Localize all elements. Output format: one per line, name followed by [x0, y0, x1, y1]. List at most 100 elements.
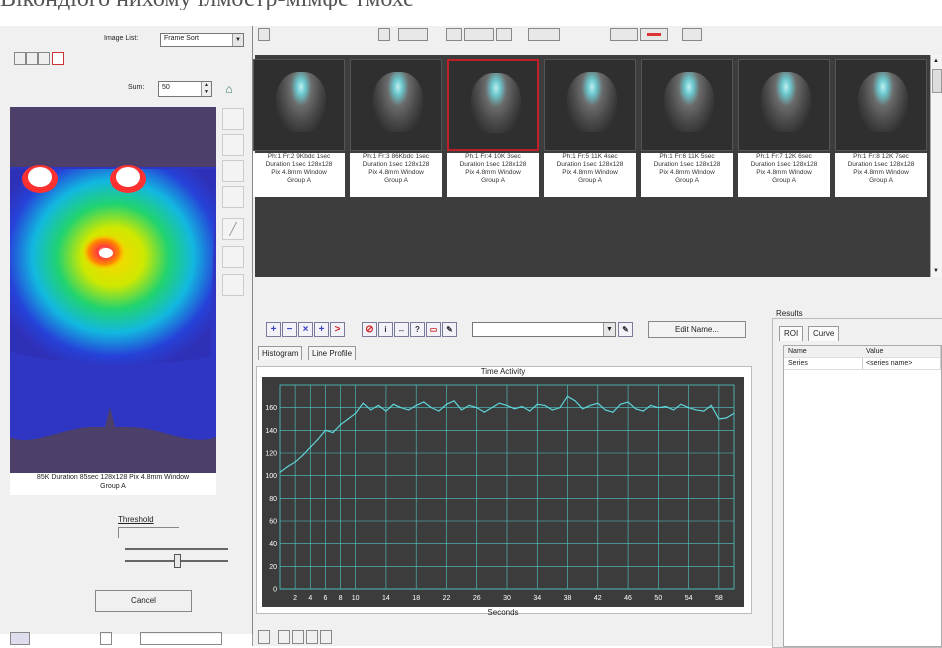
- thumbnail-strip: Ph:1 Fr:2 9Kbdc 1sec Duration 1sec 128x12…: [253, 55, 931, 277]
- x-tick-label: 42: [594, 595, 602, 602]
- tab-curve[interactable]: Curve: [808, 326, 840, 341]
- label-icon[interactable]: ✎: [442, 322, 457, 337]
- pen-icon[interactable]: ✎: [618, 322, 633, 337]
- diagonal-line-icon[interactable]: ╱: [222, 218, 244, 240]
- thumbnail-frame[interactable]: Ph:1 Fr:4 10K 3sec Duration 1sec 128x128 P…: [447, 59, 539, 197]
- y-tick-label: 20: [269, 564, 277, 571]
- data-point: [612, 411, 614, 413]
- add-roi-icon[interactable]: +: [266, 322, 281, 337]
- select-icon[interactable]: [38, 52, 50, 65]
- info-icon[interactable]: i: [378, 322, 393, 337]
- thumbnail-frame[interactable]: Ph:1 Fr:2 9Kbdc 1sec Duration 1sec 128x12…: [253, 59, 345, 197]
- tool-button-6[interactable]: [496, 28, 512, 41]
- tool-button-7[interactable]: [528, 28, 560, 41]
- data-point: [430, 407, 432, 409]
- edit-name-button[interactable]: Edit Name...: [648, 321, 746, 338]
- thumbnail-frame[interactable]: Ph:1 Fr:6 11K 5sec Duration 1sec 128x128 P…: [641, 59, 733, 197]
- chevron-down-icon[interactable]: ▼: [232, 34, 243, 46]
- polygon-roi-icon[interactable]: [222, 160, 244, 182]
- help-icon[interactable]: ?: [410, 322, 425, 337]
- data-point: [408, 409, 410, 411]
- tool-button-4[interactable]: [446, 28, 462, 41]
- histogram-icon[interactable]: [222, 274, 244, 296]
- image-list-value: Frame Sort: [164, 35, 200, 42]
- chart-title: Time Activity: [480, 367, 526, 376]
- data-point: [423, 401, 425, 403]
- ellipse-roi-icon[interactable]: [222, 134, 244, 156]
- home-icon[interactable]: ⌂: [225, 82, 233, 96]
- tool-button-8[interactable]: [610, 28, 638, 41]
- data-point: [672, 409, 675, 411]
- tab-roi[interactable]: ROI: [779, 326, 804, 341]
- bottom-tool-4[interactable]: [278, 630, 290, 644]
- spin-icon[interactable]: ▲ ▼: [201, 82, 211, 96]
- next-roi-icon[interactable]: >: [330, 322, 345, 337]
- thumbnail-caption-line: Group A: [578, 177, 602, 184]
- rect-roi-icon[interactable]: [222, 108, 244, 130]
- data-point: [498, 402, 501, 404]
- tool-button-3[interactable]: [398, 28, 428, 41]
- tool-button-1[interactable]: [258, 28, 270, 41]
- thumbnail-frame[interactable]: Ph:1 Fr:5 11K 4sec Duration 1sec 128x128 P…: [544, 59, 636, 197]
- bottom-select[interactable]: [140, 632, 222, 645]
- thumbnail-caption-line: Duration 1sec 128x128: [265, 161, 333, 168]
- data-point: [695, 409, 697, 411]
- line-tool-icon[interactable]: [222, 186, 244, 208]
- tool-button-5[interactable]: [464, 28, 494, 41]
- insert-roi-icon[interactable]: +: [314, 322, 329, 337]
- left-toolbar: [14, 52, 74, 66]
- image-list-select[interactable]: Frame Sort ▼: [160, 33, 244, 47]
- bottom-tool-2[interactable]: [100, 632, 112, 645]
- data-point: [309, 446, 311, 448]
- film-icon[interactable]: [52, 52, 64, 65]
- thumbnail-image: [447, 59, 539, 151]
- color-icon[interactable]: ▭: [426, 322, 441, 337]
- data-point: [597, 402, 599, 404]
- data-point: [491, 407, 493, 409]
- remove-roi-icon[interactable]: −: [282, 322, 297, 337]
- data-point: [604, 409, 606, 411]
- color-bar-button[interactable]: [640, 28, 668, 41]
- threshold-box: [118, 527, 179, 538]
- sum-stepper[interactable]: 50 ▲ ▼: [158, 81, 212, 97]
- bottom-tool-6[interactable]: [306, 630, 318, 644]
- tool-button-9[interactable]: [682, 28, 702, 41]
- data-point: [324, 429, 326, 431]
- arrows-icon[interactable]: ↔: [394, 322, 409, 337]
- thumbnail-image: [253, 59, 345, 151]
- no-roi-icon[interactable]: ⊘: [362, 322, 377, 337]
- bottom-tool-7[interactable]: [320, 630, 332, 644]
- roi-select[interactable]: ▼: [472, 322, 616, 337]
- cancel-button[interactable]: Cancel: [95, 590, 192, 612]
- delete-roi-icon[interactable]: ×: [298, 322, 313, 337]
- thumbnail-frame[interactable]: Ph:1 Fr:3 86Kbdc 1sec Duration 1sec 128x1…: [350, 59, 442, 197]
- data-point: [468, 404, 470, 406]
- profile-icon[interactable]: [222, 246, 244, 268]
- scroll-up-icon[interactable]: ▲: [933, 58, 939, 64]
- bottom-tool-1[interactable]: [10, 632, 30, 645]
- nav-icon[interactable]: [14, 52, 26, 65]
- tool-button-2[interactable]: [378, 28, 390, 41]
- scroll-thumb[interactable]: [932, 69, 942, 93]
- scroll-down-icon[interactable]: ▼: [933, 268, 939, 274]
- thumbnail-frame[interactable]: Ph:1 Fr:8 12K 7sec Duration 1sec 128x128 P…: [835, 59, 927, 197]
- chevron-down-icon[interactable]: ▼: [603, 323, 615, 336]
- tab-histogram[interactable]: Histogram: [258, 346, 303, 360]
- grid-icon[interactable]: [26, 52, 38, 65]
- thumbnail-scrollbar[interactable]: ▲ ▼: [930, 55, 942, 277]
- thumbnail-caption: Ph:1 Fr:4 10K 3sec Duration 1sec 128x128 P…: [447, 153, 539, 197]
- thumbnail-caption-line: Pix 4.8mm Window: [368, 169, 424, 176]
- bottom-tool-3[interactable]: [258, 630, 270, 644]
- threshold-slider[interactable]: [174, 554, 181, 568]
- data-point: [317, 438, 319, 440]
- x-tick-label: 4: [308, 595, 312, 602]
- data-point: [279, 471, 281, 473]
- chart-area: 2 4 6 8 10 14 18 22 26 30 34 38 42 46 50 54 58 0 20 40 60 80 1…: [262, 377, 744, 607]
- x-tick-label: 30: [503, 595, 511, 602]
- heatmap-image: [10, 107, 216, 473]
- tab-line-profile[interactable]: Line Profile: [308, 346, 357, 360]
- bottom-tool-5[interactable]: [292, 630, 304, 644]
- x-tick-label: 50: [654, 595, 662, 602]
- x-tick-label: 54: [685, 595, 693, 602]
- thumbnail-frame[interactable]: Ph:1 Fr:7 12K 6sec Duration 1sec 128x128 P…: [738, 59, 830, 197]
